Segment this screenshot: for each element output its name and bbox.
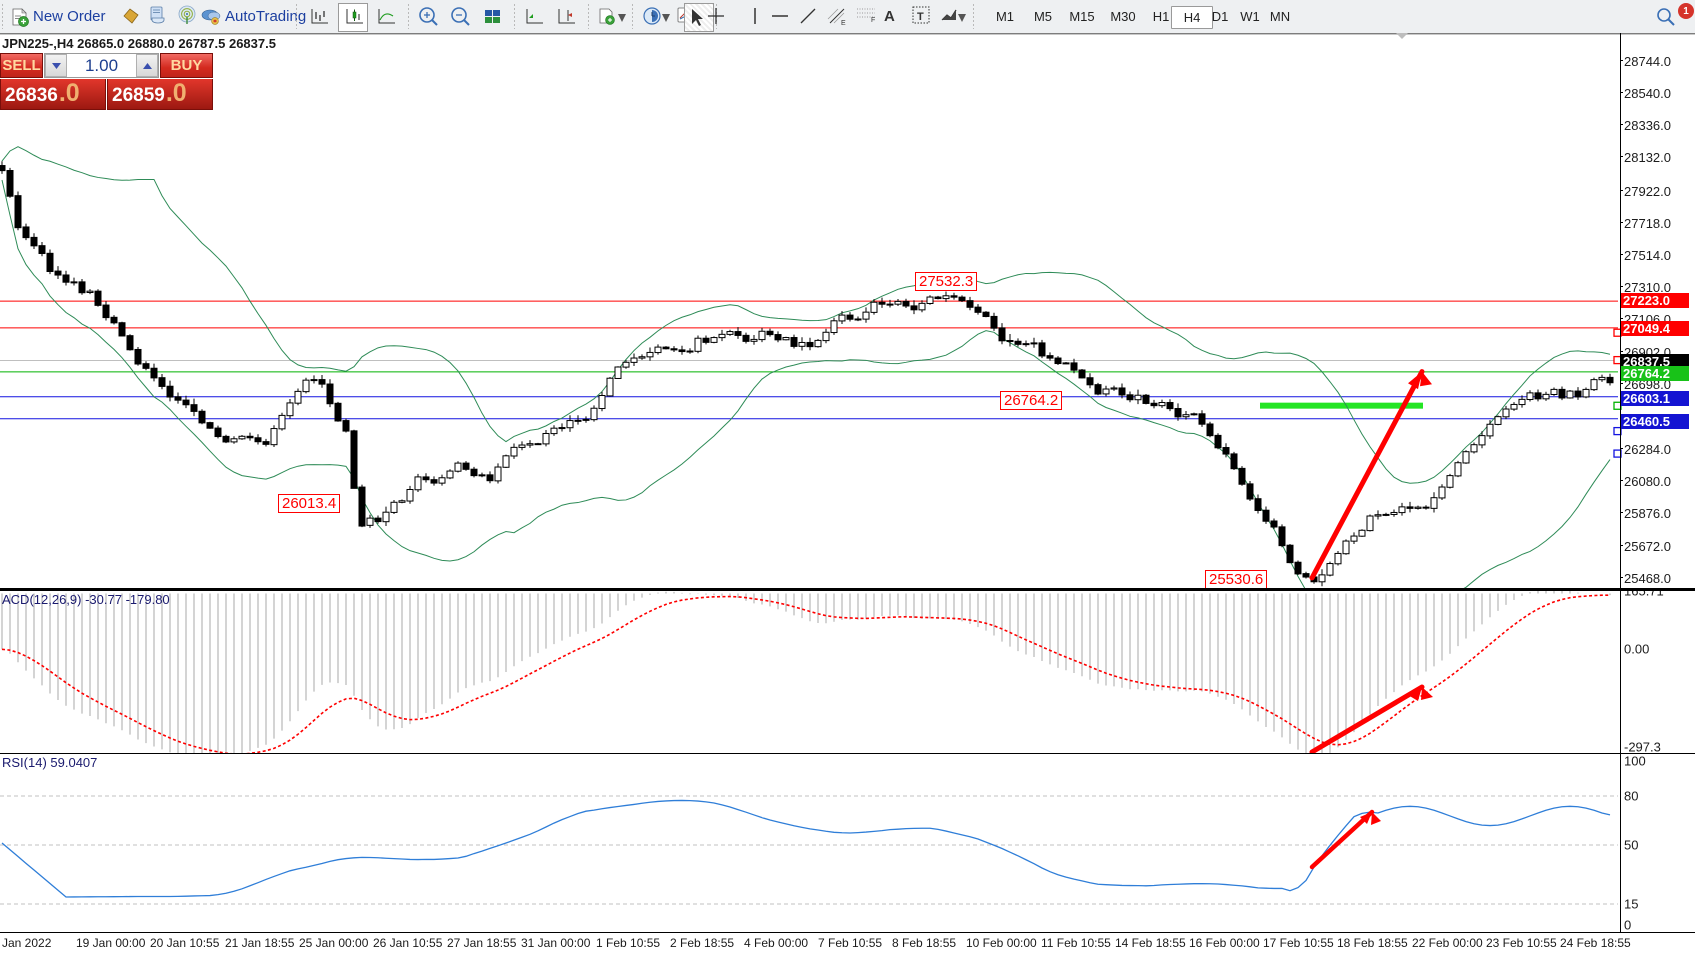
svg-text:F: F bbox=[871, 17, 875, 23]
svg-text:T: T bbox=[917, 11, 924, 23]
svg-text:E: E bbox=[841, 20, 846, 27]
